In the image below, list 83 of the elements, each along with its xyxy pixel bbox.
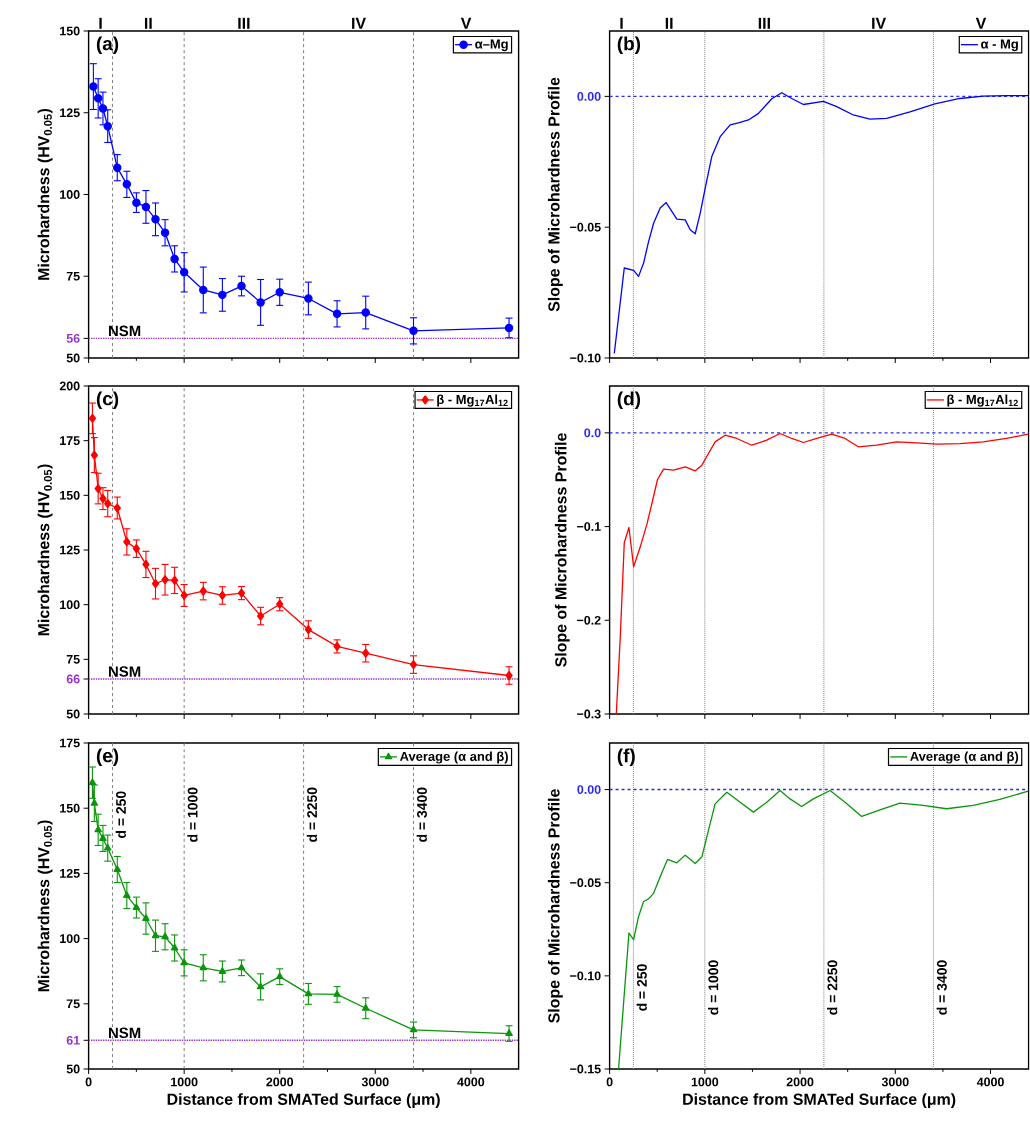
- legend-label: β - Mg$_{17}$Al$_{12}$: [947, 394, 1019, 407]
- y-axis-title: Microhardness (HV$_{0.05}$): [37, 820, 53, 992]
- x-tick-label: 1000: [171, 1077, 198, 1087]
- annotation: (b): [617, 36, 641, 55]
- y-tick-label: −0.1: [577, 522, 601, 531]
- x-axis-title: Distance from SMATed Surface (μm): [167, 1093, 440, 1109]
- x-tick-label: 1000: [691, 1077, 719, 1087]
- y-tick-label: 100: [60, 600, 80, 610]
- x-axis-title: Distance from SMATed Surface (μm): [683, 1093, 956, 1109]
- y-tick-label: −0.10: [570, 353, 601, 363]
- ref-line-label: d = 250: [636, 964, 648, 1011]
- x-tick-label: 0: [606, 1077, 613, 1087]
- y-tick-label: 175: [60, 436, 80, 446]
- y-axis-title: Microhardness (HV$_{0.05}$): [37, 108, 53, 280]
- annotation: (d): [617, 391, 641, 410]
- text: III: [758, 17, 771, 29]
- y-tick-label: 56: [66, 333, 80, 343]
- legend-label: β - Mg$_{17}$Al$_{12}$: [437, 394, 508, 407]
- y-tick-label: 75: [66, 271, 80, 281]
- y-tick-label: 66: [66, 674, 80, 684]
- y-tick-label: 0.00: [577, 785, 601, 794]
- text: I: [99, 17, 102, 29]
- y-tick-label: 0.0: [584, 428, 601, 438]
- x-tick-label: 2000: [266, 1077, 294, 1087]
- ref-line-label: d = 3400: [416, 787, 428, 842]
- y-tick-label: 50: [66, 1064, 80, 1074]
- text: V: [975, 17, 987, 29]
- annotation: (f): [617, 748, 635, 767]
- y-axis-title: Slope of Microhardness Profile: [548, 77, 563, 312]
- ref-line-label: d = 2250: [827, 960, 838, 1015]
- text: IV: [872, 17, 887, 29]
- text: I: [620, 17, 623, 29]
- y-tick-label: 150: [60, 26, 80, 36]
- y-tick-label: 150: [60, 803, 80, 813]
- text: IV: [352, 17, 367, 29]
- ref-line-label: d = 250: [115, 791, 127, 838]
- y-tick-label: −0.2: [577, 615, 601, 625]
- annotation: (a): [97, 36, 119, 55]
- x-tick-label: 2000: [786, 1077, 814, 1087]
- text: II: [665, 17, 673, 29]
- y-tick-label: 125: [60, 869, 80, 878]
- y-tick-label: −0.05: [570, 222, 601, 232]
- y-tick-label: −0.3: [577, 709, 601, 719]
- y-axis-title: Slope of Microhardness Profile: [548, 789, 563, 1023]
- y-tick-label: 125: [60, 108, 80, 118]
- y-tick-label: 61: [66, 1035, 80, 1045]
- text: II: [145, 17, 152, 29]
- legend-label: α–Mg: [475, 39, 508, 52]
- text: III: [238, 17, 250, 29]
- y-tick-label: 125: [60, 545, 80, 555]
- y-tick-label: 100: [60, 190, 80, 199]
- x-tick-label: 4000: [457, 1077, 485, 1087]
- ref-line-label: NSM: [109, 1027, 141, 1039]
- y-tick-label: 0.00: [577, 91, 601, 101]
- legend-label: Average (α and β): [910, 751, 1019, 764]
- x-tick-label: 3000: [881, 1077, 909, 1087]
- ref-line-label: d = 2250: [306, 787, 318, 842]
- legend-label: Average (α and β): [400, 751, 509, 764]
- y-tick-label: 50: [66, 353, 80, 363]
- y-axis-title: Microhardness (HV$_{0.05}$): [37, 464, 53, 636]
- y-axis-title: Slope of Microhardness Profile: [555, 433, 570, 667]
- ref-line-label: d = 1000: [708, 960, 719, 1015]
- y-tick-label: 100: [60, 934, 80, 944]
- y-tick-label: −0.05: [570, 878, 601, 888]
- y-tick-label: 175: [60, 738, 80, 748]
- y-tick-label: 75: [66, 999, 80, 1009]
- y-tick-label: −0.15: [570, 1064, 601, 1074]
- x-tick-label: 3000: [361, 1077, 389, 1087]
- ref-line-label: NSM: [109, 325, 141, 337]
- x-tick-label: 0: [85, 1077, 92, 1087]
- y-tick-label: −0.10: [570, 971, 601, 981]
- x-tick-label: 4000: [977, 1077, 1005, 1087]
- annotation: (e): [97, 748, 119, 767]
- legend-label: α - Mg: [981, 39, 1019, 52]
- y-tick-label: 200: [59, 381, 80, 391]
- ref-line-label: d = 3400: [936, 960, 948, 1015]
- ref-line-label: d = 1000: [187, 787, 198, 842]
- y-tick-label: 50: [66, 709, 80, 719]
- y-tick-label: 150: [60, 490, 80, 500]
- annotation: (c): [97, 391, 119, 410]
- ref-line-label: NSM: [109, 666, 141, 677]
- y-tick-label: 75: [66, 654, 80, 664]
- text: V: [461, 17, 472, 29]
